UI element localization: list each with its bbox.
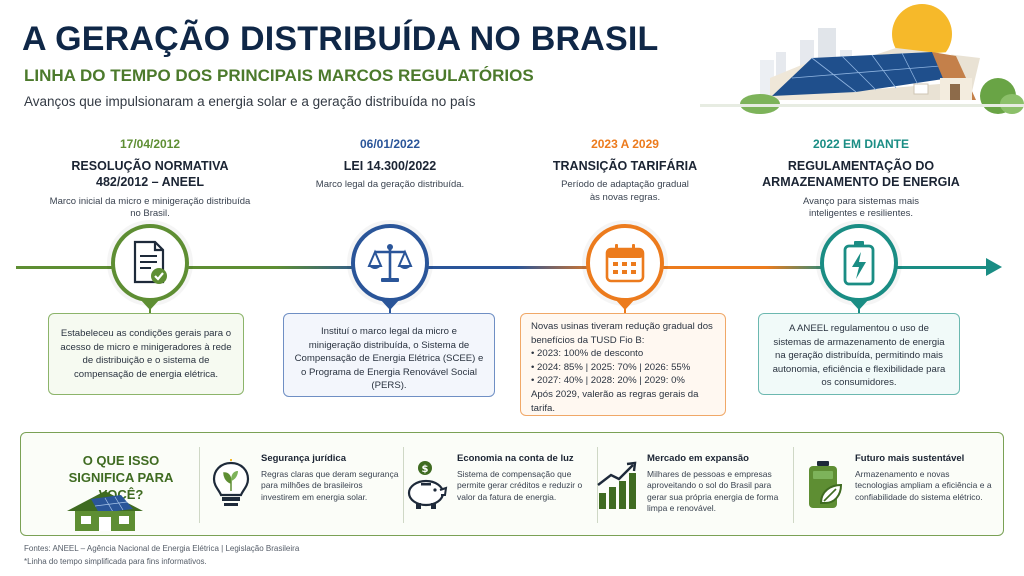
milestone-2022-law: 06/01/2022 LEI 14.300/2022 Marco legal d… <box>285 137 495 192</box>
divider <box>597 447 598 523</box>
milestone-detail-box: Instituí o marco legal da micro e minige… <box>283 313 495 397</box>
scales-icon <box>367 244 413 282</box>
divider <box>403 447 404 523</box>
document-check-icon <box>133 240 167 284</box>
growth-chart-icon <box>597 461 637 509</box>
milestone-description: Marco inicial da micro e minigeração dis… <box>49 195 251 220</box>
milestone-detail-box: Estabeleceu as condições gerais para o a… <box>48 313 244 395</box>
footer-sources: Fontes: ANEEL – Agência Nacional de Ener… <box>24 544 300 553</box>
pin-stem <box>149 303 151 313</box>
milestone-title: TRANSIÇÃO TARIFÁRIA <box>552 159 698 173</box>
milestone-pin <box>586 224 664 302</box>
piggy-bank-icon: $ <box>407 461 448 509</box>
milestone-pin <box>111 224 189 302</box>
solar-panels-icon <box>772 52 950 96</box>
page-subtitle: LINHA DO TEMPO DOS PRINCIPAIS MARCOS REG… <box>24 66 534 85</box>
milestone-date: 17/04/2012 <box>119 137 181 151</box>
benefit-description: Regras claras que deram segurança para m… <box>261 469 399 502</box>
milestone-description: Marco legal da geração distribuída. <box>315 179 465 191</box>
svg-text:$: $ <box>422 464 429 475</box>
pin-stem <box>858 303 860 313</box>
benefit-description: Sistema de compensação que permite gerar… <box>457 469 583 502</box>
calendar-icon <box>605 244 645 283</box>
list-item: 2024: 85% | 2025: 70% | 2026: 55% <box>531 361 715 375</box>
milestone-title: RESOLUÇÃO NORMATIVA 482/2012 – ANEEL <box>71 159 229 190</box>
milestone-transition: 2023 A 2029 TRANSIÇÃO TARIFÁRIA Período … <box>520 137 730 205</box>
milestone-title: REGULAMENTAÇÃO DO ARMAZENAMENTO DE ENERG… <box>762 159 960 190</box>
footer-note: *Linha do tempo simplificada para fins i… <box>24 556 207 566</box>
milestone-date: 2023 A 2029 <box>591 137 659 151</box>
milestone-pin <box>820 224 898 302</box>
benefit-description: Armazenamento e novas tecnologias amplia… <box>855 469 992 502</box>
sun-icon <box>892 4 952 64</box>
benefit-title: Futuro mais sustentável <box>855 453 965 464</box>
lightbulb-leaf-icon <box>212 459 250 506</box>
milestone-date: 2022 EM DIANTE <box>812 137 910 151</box>
divider <box>199 447 200 523</box>
solar-house-illustration <box>700 4 1024 114</box>
milestone-detail-box: Novas usinas tiveram redução gradual dos… <box>520 313 726 416</box>
milestone-pin <box>351 224 429 302</box>
pin-stem <box>389 303 391 313</box>
timeline-arrow-icon <box>986 258 1002 276</box>
page-tagline: Avanços que impulsionaram a energia sola… <box>24 94 476 109</box>
benefits-question: O QUE ISSO SIGNIFICA PARA VOCÊ? <box>68 453 174 502</box>
milestone-storage: 2022 EM DIANTE REGULAMENTAÇÃO DO ARMAZEN… <box>756 137 966 221</box>
milestone-description: Período de adaptação gradual às novas re… <box>561 179 689 204</box>
list-item: 2027: 40% | 2028: 20% | 2029: 0% <box>531 374 715 388</box>
milestone-detail-box: A ANEEL regulamentou o uso de sistemas d… <box>758 313 960 395</box>
divider <box>793 447 794 523</box>
pin-stem <box>624 303 626 313</box>
footer: Fontes: ANEEL – Agência Nacional de Ener… <box>24 543 299 569</box>
benefit-title: Mercado em expansão <box>647 453 749 464</box>
solar-house-icon <box>67 491 143 531</box>
battery-bolt-icon <box>843 241 875 286</box>
milestone-2012: 17/04/2012 RESOLUÇÃO NORMATIVA 482/2012 … <box>45 137 255 221</box>
transition-outro: Após 2029, valerão as regras gerais da t… <box>531 389 699 414</box>
milestone-title: LEI 14.300/2022 <box>343 159 437 173</box>
milestone-description: Avanço para sistemas mais inteligentes e… <box>803 195 919 220</box>
benefit-title: Segurança jurídica <box>261 453 347 464</box>
benefits-panel: O QUE ISSO SIGNIFICA PARA VOCÊ? Seguranç… <box>20 432 1004 536</box>
page-title: A GERAÇÃO DISTRIBUÍDA NO BRASIL <box>22 20 659 58</box>
list-item: 2023: 100% de desconto <box>531 347 715 361</box>
milestone-date: 06/01/2022 <box>359 137 421 151</box>
transition-intro: Novas usinas tiveram redução gradual dos… <box>531 321 713 346</box>
benefit-title: Economia na conta de luz <box>457 453 574 464</box>
transition-list: 2023: 100% de desconto 2024: 85% | 2025:… <box>531 347 715 388</box>
battery-leaf-icon <box>809 461 843 508</box>
benefit-description: Milhares de pessoas e empresas aproveita… <box>647 469 779 513</box>
